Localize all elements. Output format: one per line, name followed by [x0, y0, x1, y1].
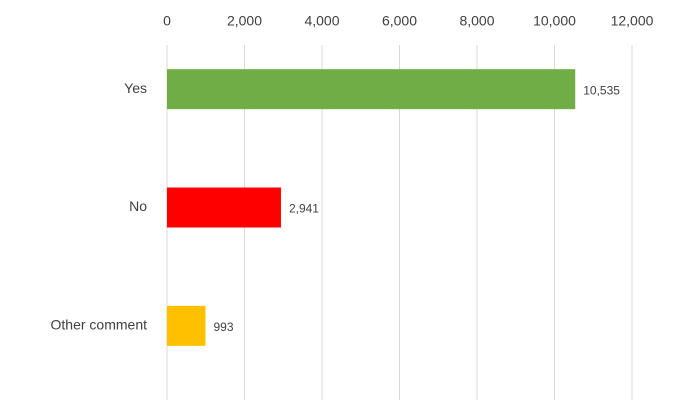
y-tick-label: Other comment: [51, 317, 148, 333]
x-tick-label: 8,000: [459, 13, 494, 29]
bar: [167, 305, 206, 346]
x-tick-label: 12,000: [611, 13, 654, 29]
y-tick-label: No: [129, 198, 147, 214]
data-label: 10,535: [583, 83, 620, 97]
data-label: 993: [213, 320, 233, 334]
y-tick-label: Yes: [124, 80, 147, 96]
x-tick-label: 4,000: [304, 13, 339, 29]
x-tick-label: 0: [163, 13, 171, 29]
data-label: 2,941: [289, 202, 319, 216]
bar: [167, 69, 576, 110]
x-tick-label: 2,000: [227, 13, 262, 29]
x-tick-label: 6,000: [382, 13, 417, 29]
bar: [167, 187, 281, 228]
x-tick-label: 10,000: [533, 13, 576, 29]
